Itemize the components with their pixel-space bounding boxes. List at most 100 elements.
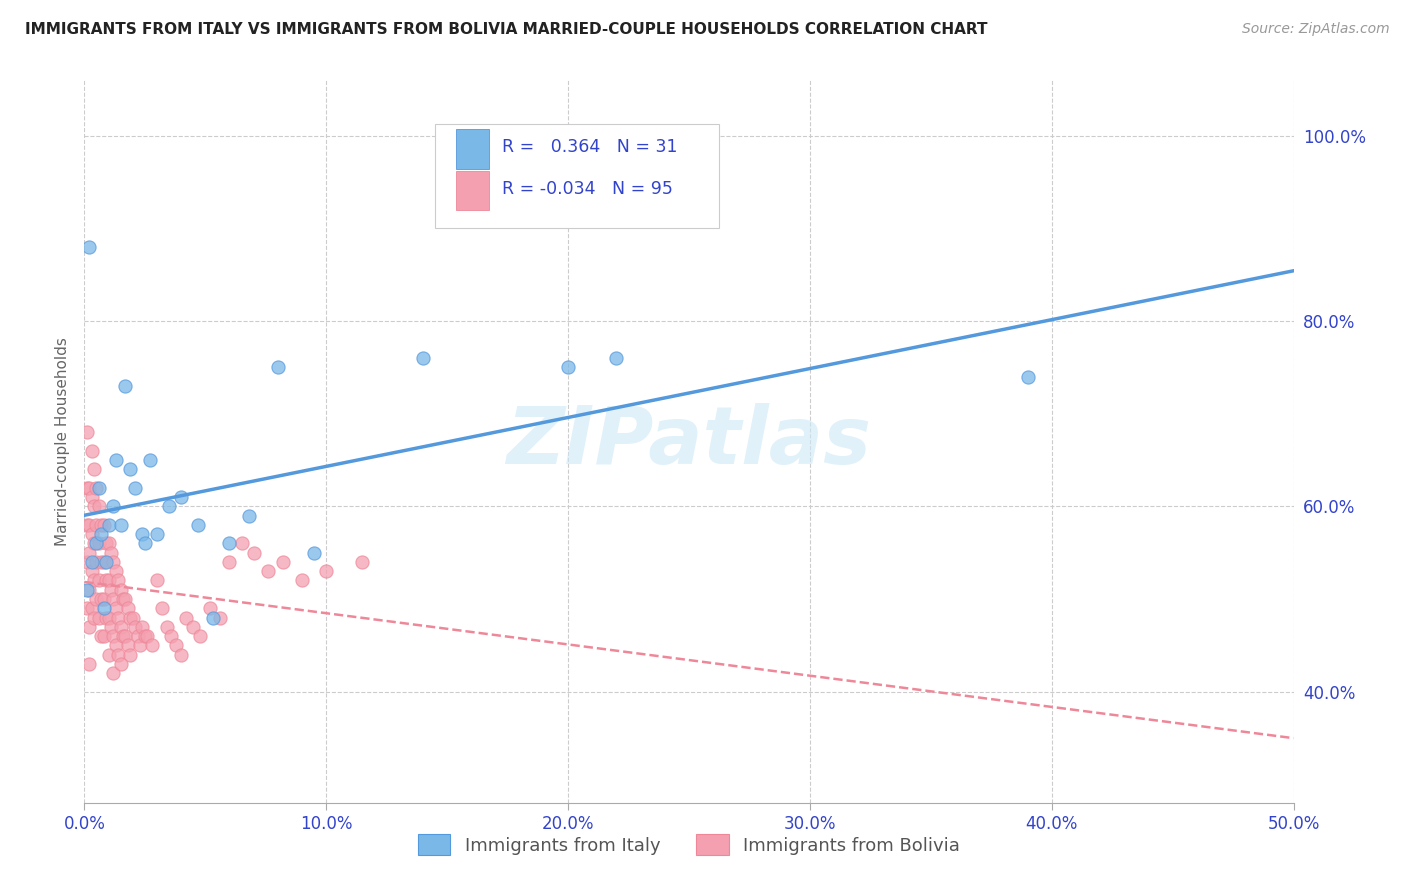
Point (155, 620, 177, 634)
Point (271, 555, 294, 569)
Point (90, 517, 112, 532)
Point (104, 601, 127, 615)
Point (87, 500, 110, 514)
FancyBboxPatch shape (434, 124, 720, 228)
Point (83, 462, 105, 476)
Point (242, 546, 264, 560)
Point (198, 601, 221, 615)
Point (110, 657, 132, 671)
Point (77, 582, 100, 597)
Point (127, 629, 149, 643)
Point (80, 490, 103, 504)
Point (93, 555, 115, 569)
Text: Source: ZipAtlas.com: Source: ZipAtlas.com (1241, 22, 1389, 37)
Point (83, 574, 105, 588)
Text: R =   0.364   N = 31: R = 0.364 N = 31 (502, 138, 678, 156)
Point (97, 574, 120, 588)
Point (87, 481, 110, 495)
Point (112, 629, 135, 643)
Point (80, 555, 103, 569)
Text: IMMIGRANTS FROM ITALY VS IMMIGRANTS FROM BOLIVIA MARRIED-COUPLE HOUSEHOLDS CORRE: IMMIGRANTS FROM ITALY VS IMMIGRANTS FROM… (25, 22, 988, 37)
Point (93, 629, 115, 643)
Point (170, 648, 193, 662)
Point (76, 582, 98, 597)
Point (120, 610, 142, 624)
Point (201, 610, 224, 624)
Point (83, 610, 105, 624)
Point (1017, 369, 1039, 384)
Point (87, 536, 110, 550)
Point (315, 564, 337, 578)
Point (114, 629, 136, 643)
Point (146, 574, 169, 588)
Point (146, 527, 169, 541)
Point (104, 453, 127, 467)
Legend: Immigrants from Italy, Immigrants from Bolivia: Immigrants from Italy, Immigrants from B… (411, 827, 967, 863)
Point (107, 648, 129, 662)
Point (104, 564, 127, 578)
Point (238, 508, 260, 523)
Point (103, 555, 125, 569)
Point (136, 629, 159, 643)
Point (181, 620, 204, 634)
Text: ZIPatlas: ZIPatlas (506, 402, 872, 481)
Point (90, 527, 112, 541)
Point (86, 517, 108, 532)
Point (557, 360, 579, 375)
Point (90, 555, 112, 569)
Point (110, 582, 132, 597)
Point (77, 481, 100, 495)
Point (80, 443, 103, 458)
Point (352, 555, 374, 569)
Point (86, 555, 108, 569)
Point (83, 500, 105, 514)
Point (80, 527, 103, 541)
Point (157, 500, 180, 514)
Point (170, 490, 193, 504)
Point (257, 564, 280, 578)
Point (80, 564, 103, 578)
Point (110, 517, 132, 532)
Point (103, 629, 125, 643)
Point (97, 648, 120, 662)
Point (100, 546, 122, 560)
Point (124, 481, 146, 495)
Point (77, 546, 100, 560)
Point (93, 517, 115, 532)
Point (267, 360, 290, 375)
Point (605, 351, 627, 366)
Point (87, 574, 110, 588)
Point (86, 536, 108, 550)
Bar (456, 129, 489, 169)
Point (94, 536, 117, 550)
Point (87, 610, 110, 624)
Point (190, 629, 212, 643)
Point (124, 620, 146, 634)
Point (94, 610, 117, 624)
Point (174, 610, 197, 624)
Point (77, 620, 100, 634)
Point (93, 592, 115, 607)
Point (110, 620, 132, 634)
Point (103, 666, 125, 681)
Point (76, 425, 98, 440)
Point (90, 592, 112, 607)
Point (131, 527, 153, 541)
Point (134, 536, 156, 550)
Point (187, 517, 209, 532)
Point (94, 555, 117, 569)
Point (76, 555, 98, 569)
Point (76, 481, 98, 495)
Point (117, 601, 139, 615)
Point (103, 592, 125, 607)
Point (76, 601, 98, 615)
Text: R = -0.034   N = 95: R = -0.034 N = 95 (502, 179, 672, 198)
Point (131, 620, 153, 634)
Point (121, 610, 143, 624)
Point (104, 638, 127, 652)
Point (94, 574, 117, 588)
Point (129, 638, 152, 652)
Point (218, 555, 240, 569)
Point (103, 500, 125, 514)
Point (86, 592, 108, 607)
